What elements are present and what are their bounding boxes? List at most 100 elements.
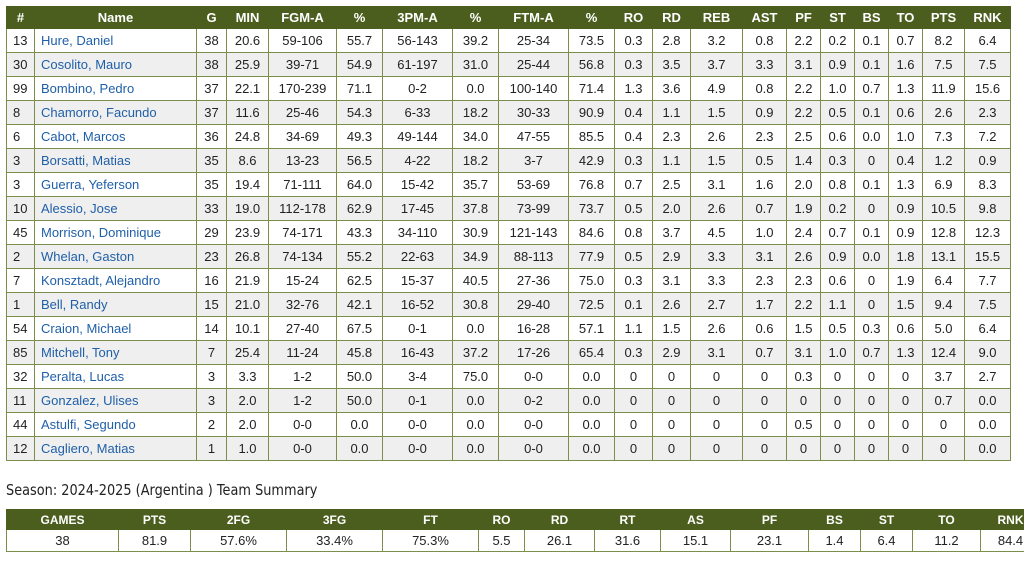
stat-cell-pts: 12.8 (922, 220, 965, 245)
stat-cell-to: 1.3 (888, 172, 923, 197)
stat-cell-ast: 0 (742, 436, 787, 461)
stat-cell-pct: 37.8 (452, 196, 499, 221)
player-name-link[interactable]: Mitchell, Tony (34, 340, 197, 365)
stat-cell-ast: 0.6 (742, 316, 787, 341)
stat-cell-g: 33 (196, 196, 227, 221)
stat-cell-rnk: 9.8 (964, 196, 1011, 221)
summary-header-2fg: 2FG (190, 509, 287, 530)
stat-cell-ftm-a: 88-113 (498, 244, 569, 269)
stat-cell-ftm-a: 17-26 (498, 340, 569, 365)
stat-cell-st: 0.9 (820, 244, 855, 269)
stat-cell-bs: 0.3 (854, 316, 889, 341)
summary-value-st: 6.4 (860, 529, 913, 552)
stat-cell-st: 0.6 (820, 268, 855, 293)
player-name-link[interactable]: Hure, Daniel (34, 28, 197, 53)
column-header-fgm-a-4: FGM-A (268, 6, 337, 29)
player-name-link[interactable]: Whelan, Gaston (34, 244, 197, 269)
stat-cell-ast: 3.3 (742, 52, 787, 77)
stat-cell-st: 0.3 (820, 148, 855, 173)
column-header-pct-7: % (452, 6, 499, 29)
summary-value-rd: 26.1 (524, 529, 595, 552)
stat-cell-pct: 65.4 (568, 340, 615, 365)
stat-cell-fgm-a: 27-40 (268, 316, 337, 341)
stat-cell-pct: 37.2 (452, 340, 499, 365)
player-name-link[interactable]: Gonzalez, Ulises (34, 388, 197, 413)
summary-header-ro: RO (478, 509, 525, 530)
player-name-link[interactable]: Cosolito, Mauro (34, 52, 197, 77)
stat-cell-pct: 0.0 (568, 412, 615, 437)
stat-cell-ast: 0.7 (742, 340, 787, 365)
stat-cell-reb: 3.7 (690, 52, 743, 77)
stat-cell-g: 2 (196, 412, 227, 437)
player-name-link[interactable]: Astulfi, Segundo (34, 412, 197, 437)
stat-cell-pf: 3.1 (786, 340, 821, 365)
player-name-link[interactable]: Chamorro, Facundo (34, 100, 197, 125)
summary-value-pf: 23.1 (730, 529, 809, 552)
table-body: 13 Hure, Daniel 38 20.6 59-106 55.7 56-143 39.2… (6, 28, 1011, 461)
player-name-link[interactable]: Guerra, Yeferson (34, 172, 197, 197)
player-name-link[interactable]: Alessio, Jose (34, 196, 197, 221)
column-header-pct-9: % (568, 6, 615, 29)
stat-cell-rd: 3.5 (652, 52, 691, 77)
table-row: 85 Mitchell, Tony 7 25.4 11-24 45.8 16-43 37.2 1… (6, 340, 1011, 365)
table-row: 44 Astulfi, Segundo 2 2.0 0-0 0.0 0-0 0.0 0-0 0.0… (6, 412, 1011, 437)
player-name-link[interactable]: Bell, Randy (34, 292, 197, 317)
stat-cell-pct: 49.3 (336, 124, 383, 149)
stat-cell-rnk: 12.3 (964, 220, 1011, 245)
stat-cell-pct: 40.5 (452, 268, 499, 293)
player-name-link[interactable]: Bombino, Pedro (34, 76, 197, 101)
player-name-link[interactable]: Morrison, Dominique (34, 220, 197, 245)
player-name-link[interactable]: Peralta, Lucas (34, 364, 197, 389)
stat-cell-ast: 0.9 (742, 100, 787, 125)
stat-cell-pct: 54.3 (336, 100, 383, 125)
player-name-link[interactable]: Borsatti, Matias (34, 148, 197, 173)
stat-cell-ro: 0.4 (614, 124, 653, 149)
stat-cell-g: 1 (196, 436, 227, 461)
stat-cell-ftm-a: 0-0 (498, 436, 569, 461)
stat-cell-st: 0.7 (820, 220, 855, 245)
stat-cell-pf: 1.4 (786, 148, 821, 173)
stat-cell-3pm-a: 0-0 (382, 412, 453, 437)
stat-cell-rd: 2.5 (652, 172, 691, 197)
stat-cell-pct: 30.9 (452, 220, 499, 245)
summary-value-games: 38 (6, 529, 119, 552)
summary-header-rnk: RNK (980, 509, 1024, 530)
stat-cell-ftm-a: 25-44 (498, 52, 569, 77)
summary-header-rt: RT (594, 509, 661, 530)
stat-cell-fgm-a: 170-239 (268, 76, 337, 101)
stat-cell-ast: 0.5 (742, 148, 787, 173)
stat-cell-pct: 56.8 (568, 52, 615, 77)
stat-cell-bs: 0 (854, 388, 889, 413)
player-name-link[interactable]: Cagliero, Matias (34, 436, 197, 461)
jersey-number-cell: 13 (6, 28, 35, 53)
stat-cell-g: 35 (196, 148, 227, 173)
stat-cell-bs: 0 (854, 412, 889, 437)
stat-cell-reb: 3.1 (690, 172, 743, 197)
stat-cell-g: 14 (196, 316, 227, 341)
stat-cell-rd: 2.0 (652, 196, 691, 221)
stat-cell-bs: 0 (854, 364, 889, 389)
stat-cell-pct: 0.0 (336, 436, 383, 461)
summary-value-2fg: 57.6% (190, 529, 287, 552)
stat-cell-reb: 2.6 (690, 124, 743, 149)
jersey-number-cell: 2 (6, 244, 35, 269)
player-name-link[interactable]: Konsztadt, Alejandro (34, 268, 197, 293)
stat-cell-rd: 3.7 (652, 220, 691, 245)
stat-cell-min: 19.0 (226, 196, 269, 221)
stat-cell-pf: 1.5 (786, 316, 821, 341)
stat-cell-pts: 10.5 (922, 196, 965, 221)
table-row: 13 Hure, Daniel 38 20.6 59-106 55.7 56-143 39.2… (6, 28, 1011, 53)
stat-cell-bs: 0 (854, 292, 889, 317)
stat-cell-reb: 0 (690, 364, 743, 389)
player-name-link[interactable]: Cabot, Marcos (34, 124, 197, 149)
table-row: 10 Alessio, Jose 33 19.0 112-178 62.9 17-45 37.… (6, 196, 1011, 221)
player-name-link[interactable]: Craion, Michael (34, 316, 197, 341)
stat-cell-ro: 0.3 (614, 52, 653, 77)
stat-cell-rd: 1.1 (652, 148, 691, 173)
stat-cell-rnk: 2.7 (964, 364, 1011, 389)
stat-cell-3pm-a: 56-143 (382, 28, 453, 53)
stat-cell-ro: 0.7 (614, 172, 653, 197)
table-row: 2 Whelan, Gaston 23 26.8 74-134 55.2 22-63 34.9… (6, 244, 1011, 269)
stat-cell-ast: 1.6 (742, 172, 787, 197)
stat-cell-st: 1.0 (820, 76, 855, 101)
